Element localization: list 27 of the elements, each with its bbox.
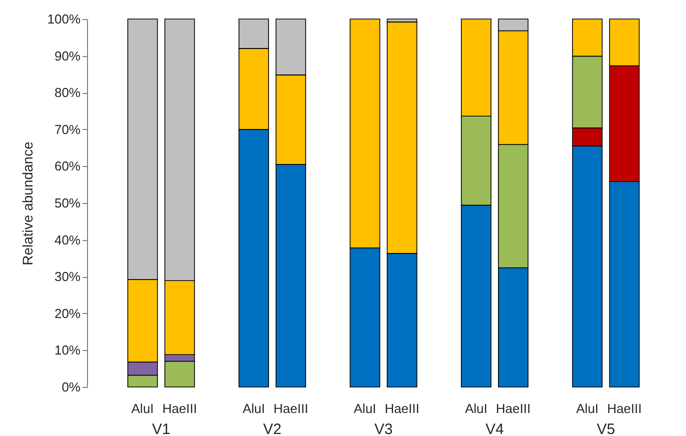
x-tick-label: HaeIII [274,401,308,416]
x-tick-label: AluI [131,401,154,416]
x-tick-label: HaeIII [607,401,642,416]
y-tick-label: 90% [54,48,81,64]
y-tick-label: 40% [54,232,81,248]
x-tick-label: AluI [464,401,488,416]
y-tick-label: 10% [54,342,81,358]
y-tick-label: 80% [54,85,81,100]
text: V4 [486,421,504,436]
y-tick-label: 20% [54,306,81,321]
y-tick-label: 100% [47,12,81,26]
x-tick-label: HaeIII [162,401,197,416]
y-tick-label: 60% [54,158,81,174]
x-tick-label: HaeIII [496,401,531,416]
y-tick-label: 30% [54,269,81,284]
y-tick-label: 0% [62,380,81,394]
text: V5 [596,421,616,436]
text: V3 [374,421,393,436]
text: V2 [263,421,282,436]
text: V1 [152,421,170,436]
x-tick-label: HaeIII [384,401,420,416]
x-tick-label: AluI [242,401,265,416]
x-tick-label: AluI [354,401,376,416]
y-axis-title: Relative abundance [19,141,36,266]
x-tick-label: AluI [576,401,599,416]
y-tick-label: 70% [54,122,81,137]
y-tick-label: 50% [54,196,81,210]
